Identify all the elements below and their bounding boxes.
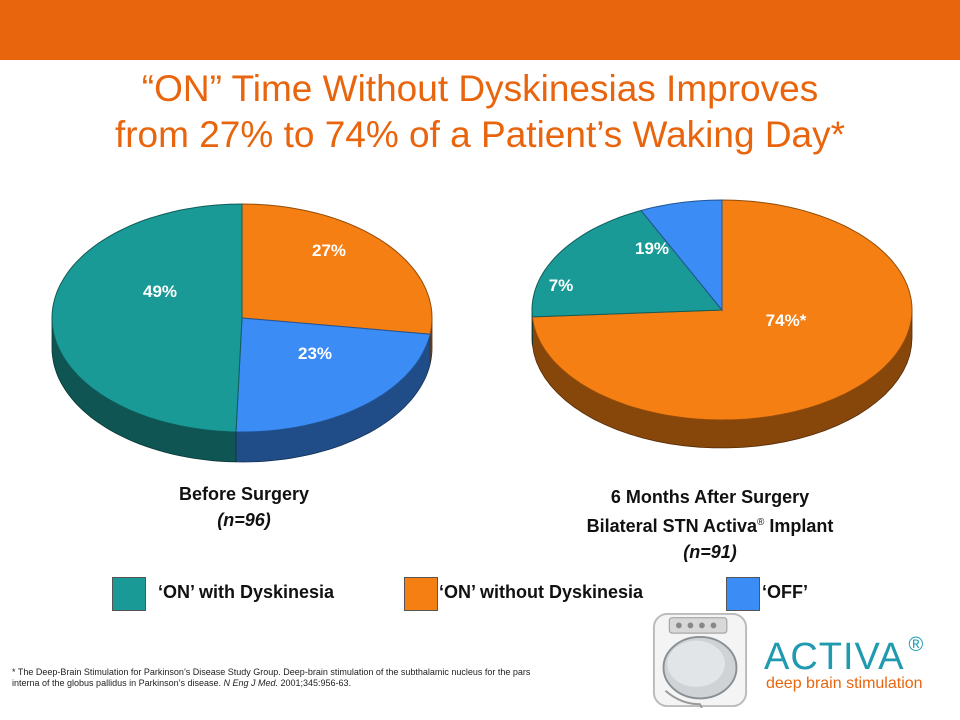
pie-data-label-0: 27% bbox=[312, 241, 346, 260]
pie-data-label-1: 23% bbox=[298, 344, 332, 363]
footnote-journal: N Eng J Med. bbox=[223, 678, 278, 688]
caption-after-implant: Bilateral STN Activa® Implant bbox=[500, 510, 920, 539]
legend-label-on-without: ‘ON’ without Dyskinesia bbox=[439, 582, 644, 602]
pie-slice-2 bbox=[640, 199, 723, 312]
caption-after-implant-text: Bilateral STN Activa bbox=[586, 516, 757, 536]
footnote: * The Deep-Brain Stimulation for Parkins… bbox=[12, 667, 552, 689]
pie-slice-0 bbox=[241, 203, 433, 335]
caption-after-title: 6 Months After Surgery bbox=[610, 487, 810, 507]
legend-label-on-with: ‘ON’ with Dyskinesia bbox=[158, 582, 335, 602]
pie-slice-1 bbox=[531, 209, 724, 318]
page-title: “ON” Time Without Dyskinesias Improves f… bbox=[0, 66, 960, 158]
brand-registered-mark: ® bbox=[908, 634, 925, 656]
pie-data-label-1: 19% bbox=[635, 239, 669, 258]
brand-tagline: deep brain stimulation bbox=[766, 675, 923, 692]
footnote-text: * The Deep-Brain Stimulation for Parkins… bbox=[12, 667, 531, 688]
caption-after-n: (n=91) bbox=[683, 542, 737, 562]
caption-before: Before Surgery (n=96) bbox=[124, 481, 364, 533]
caption-before-title: Before Surgery bbox=[178, 484, 310, 504]
registered-mark: ® bbox=[757, 517, 765, 528]
title-line-1: “ON” Time Without Dyskinesias Improves bbox=[141, 68, 819, 109]
legend-swatch-off bbox=[726, 577, 760, 611]
brand-name: ACTIVA ® bbox=[764, 634, 924, 679]
header-bar bbox=[0, 0, 960, 60]
pie-chart-after: 74%* 19% 7% bbox=[531, 199, 913, 449]
pie-chart-before: 27% 23% 49% bbox=[51, 203, 433, 463]
caption-before-n: (n=96) bbox=[217, 510, 271, 530]
legend-swatch-on-without bbox=[404, 577, 438, 611]
pie-data-label-0: 74%* bbox=[766, 311, 807, 330]
caption-after: 6 Months After Surgery Bilateral STN Act… bbox=[500, 484, 920, 565]
footnote-citation: 2001;345:956-63. bbox=[278, 678, 352, 688]
pie-data-label-2: 49% bbox=[143, 282, 177, 301]
title-line-2: from 27% to 74% of a Patient’s Waking Da… bbox=[114, 114, 846, 155]
pie-slice-2 bbox=[51, 203, 243, 433]
pie-slice-1 bbox=[235, 317, 431, 433]
brand-name-text: ACTIVA bbox=[764, 636, 905, 678]
legend-swatch-on-with bbox=[112, 577, 146, 611]
neurostimulator-device-icon bbox=[652, 612, 748, 708]
pie-data-label-2: 7% bbox=[549, 276, 574, 295]
legend-label-off: ‘OFF’ bbox=[762, 582, 808, 602]
caption-after-implant-suffix: Implant bbox=[764, 516, 834, 536]
